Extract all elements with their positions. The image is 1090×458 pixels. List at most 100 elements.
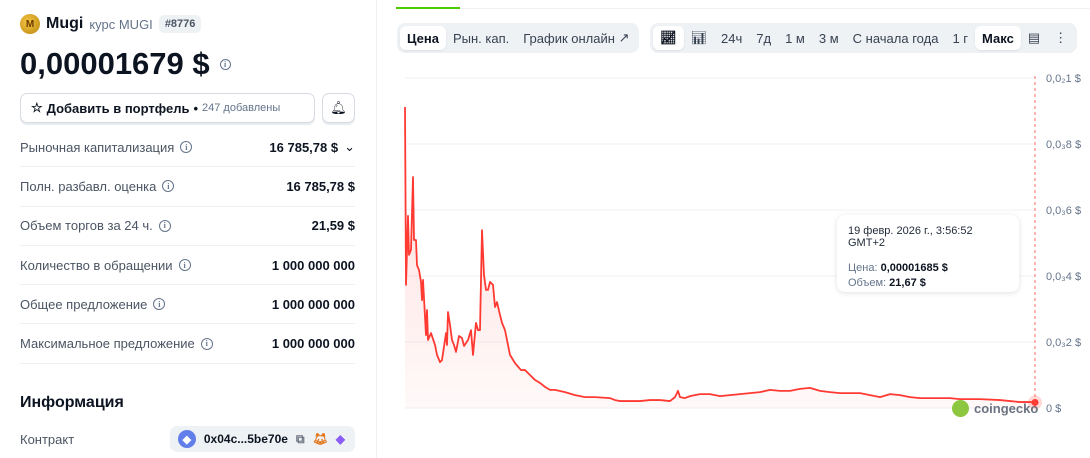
- portfolio-label: Добавить в портфель: [46, 100, 190, 116]
- bell-icon: 🔔︎: [330, 100, 347, 115]
- range-3m[interactable]: 3 м: [818, 30, 839, 46]
- range-7d[interactable]: 7д: [756, 30, 772, 46]
- metamask-icon[interactable]: 🦊︎: [312, 432, 328, 446]
- bar-chart-icon: 📊︎: [690, 30, 708, 45]
- stat-label-text: Рыночная капитализация: [20, 139, 175, 155]
- stat-value-text: 21,59 $: [311, 218, 355, 234]
- range-ytd[interactable]: С начала года: [852, 30, 939, 46]
- calendar-icon: ▤: [1027, 30, 1041, 45]
- candle-chart-button[interactable]: 📊︎: [684, 26, 715, 50]
- chevron-down-icon[interactable]: ⌄: [344, 139, 355, 155]
- chart-tooltip: 19 февр. 2026 г., 3:56:52 GMT+2 Цена: 0,…: [837, 215, 1019, 292]
- stat-label: Полн. разбавл. оценка i: [20, 178, 175, 194]
- data-type-tabs: Цена Рын. кап. График онлайн ↗: [397, 23, 640, 53]
- stat-row: Рыночная капитализация i 16 785,78 $ ⌄: [20, 128, 355, 168]
- contract-pill[interactable]: ◆ 0x04c...5be70e ⧉ 🦊︎ ◆: [169, 426, 355, 452]
- info-icon[interactable]: i: [180, 141, 193, 154]
- section-tabs-underline: [396, 7, 1090, 9]
- contract-address: 0x04c...5be70e: [203, 432, 288, 446]
- price-chart[interactable]: 0,0₂1 $ 0,0₃8 $ 0,0₃6 $ 0,0₃4 $ 0,0₃2 $ 0 $: [380, 60, 1090, 458]
- tab-market-cap[interactable]: Рын. кап.: [452, 30, 510, 46]
- tab-live-chart[interactable]: График онлайн ↗: [516, 26, 636, 50]
- stats-list: Рыночная капитализация i 16 785,78 $ ⌄ Полн.…: [20, 128, 355, 364]
- more-vertical-icon: ⋮: [1054, 30, 1068, 45]
- stat-value: 16 785,78 $ ⌄: [269, 139, 355, 155]
- coingecko-watermark: coingecko: [952, 400, 1038, 417]
- coin-title: M Mugi курс MUGI #8776: [20, 14, 202, 34]
- info-icon[interactable]: i: [219, 58, 231, 70]
- stat-row: Максимальное предложение i 1 000 000 000: [20, 324, 355, 364]
- stat-label: Количество в обращении i: [20, 258, 191, 273]
- coin-price: 0,00001679 $ i: [20, 46, 231, 82]
- stat-label: Рыночная капитализация i: [20, 139, 193, 155]
- tab-live-chart-label: График онлайн: [523, 30, 615, 46]
- copy-icon[interactable]: ⧉: [295, 431, 305, 446]
- calendar-button[interactable]: ▤: [1021, 26, 1047, 50]
- stat-label: Максимальное предложение i: [20, 336, 213, 351]
- price-alert-button[interactable]: 🔔︎: [322, 93, 355, 123]
- stat-label-text: Количество в обращении: [20, 257, 173, 273]
- stat-value: 21,59 $: [312, 218, 355, 233]
- stat-row: Полн. разбавл. оценка i 16 785,78 $: [20, 167, 355, 207]
- line-chart-button[interactable]: 📈︎: [653, 26, 684, 50]
- coin-info-panel: M Mugi курс MUGI #8776 0,00001679 $ i ☆ …: [0, 0, 377, 458]
- info-icon[interactable]: i: [200, 337, 213, 350]
- tab-price[interactable]: Цена: [400, 26, 446, 50]
- info-icon[interactable]: i: [162, 180, 175, 193]
- stat-value-text: 1 000 000 000: [271, 257, 355, 273]
- stat-value-text: 16 785,78 $: [286, 178, 355, 194]
- stat-value-text: 1 000 000 000: [271, 296, 355, 312]
- watermark-text: coingecko: [974, 401, 1039, 416]
- stat-row: Общее предложение i 1 000 000 000: [20, 285, 355, 325]
- stat-value: 16 785,78 $: [286, 179, 355, 194]
- y-tick-label: 0,0₃6 $: [1046, 205, 1081, 217]
- tooltip-date: 19 февр. 2026 г., 3:56:52 GMT+2: [848, 225, 973, 249]
- gecko-logo: [952, 400, 969, 417]
- y-tick-label: 0,0₃2 $: [1046, 337, 1081, 349]
- coin-name: Mugi: [46, 15, 84, 32]
- portfolio-count: 247 добавлены: [202, 102, 281, 114]
- range-max[interactable]: Макс: [975, 26, 1021, 50]
- range-24h[interactable]: 24ч: [721, 30, 743, 46]
- star-icon: ☆: [31, 100, 43, 115]
- hover-point: [1031, 398, 1039, 406]
- stat-value: 1 000 000 000: [272, 297, 355, 312]
- line-chart-icon: 📈︎: [660, 30, 677, 45]
- stat-value-text: 16 785,78 $: [269, 139, 339, 155]
- range-1y[interactable]: 1 г: [952, 30, 969, 46]
- active-tab-indicator: [396, 7, 460, 9]
- add-to-portfolio-button[interactable]: ☆ Добавить в портфель • 247 добавлены: [20, 93, 315, 123]
- y-tick-label: 0 $: [1046, 403, 1061, 415]
- more-options-button[interactable]: ⋮: [1047, 26, 1074, 50]
- stat-label-text: Общее предложение: [20, 296, 148, 312]
- stat-label-text: Полн. разбавл. оценка: [20, 178, 157, 194]
- wallet-icon[interactable]: ◆: [335, 432, 345, 446]
- price-area: [405, 107, 1035, 408]
- y-tick-label: 0,0₂1 $: [1046, 73, 1081, 85]
- info-heading: Информация: [20, 394, 124, 411]
- info-icon[interactable]: i: [158, 219, 171, 232]
- coin-logo: M: [20, 14, 40, 34]
- stat-value-text: 1 000 000 000: [271, 336, 355, 352]
- info-icon[interactable]: i: [178, 259, 191, 272]
- tooltip-price: 0,00001685 $: [880, 262, 948, 274]
- stat-row: Объем торгов за 24 ч. i 21,59 $: [20, 207, 355, 246]
- chart-controls: 📈︎ 📊︎ 24ч 7д 1 м 3 м С начала года 1 г М…: [650, 23, 1078, 53]
- external-link-icon: ↗: [618, 30, 630, 45]
- stat-value: 1 000 000 000: [272, 258, 355, 273]
- tooltip-volume: 21,67 $: [889, 277, 926, 289]
- ethereum-icon: ◆: [177, 430, 196, 448]
- info-icon[interactable]: i: [153, 298, 166, 311]
- stat-value: 1 000 000 000: [272, 336, 355, 351]
- contract-label: Контракт: [20, 431, 75, 447]
- stat-label-text: Объем торгов за 24 ч.: [20, 218, 153, 234]
- stat-row: Количество в обращении i 1 000 000 000: [20, 246, 355, 286]
- y-tick-label: 0,0₃4 $: [1046, 271, 1081, 283]
- price-line: [404, 107, 1036, 404]
- stat-label: Объем торгов за 24 ч. i: [20, 218, 171, 233]
- tooltip-price-label: Цена:: [848, 262, 878, 274]
- y-tick-label: 0,0₃8 $: [1046, 139, 1081, 151]
- range-1m[interactable]: 1 м: [785, 30, 805, 46]
- contract-row: Контракт ◆ 0x04c...5be70e ⧉ 🦊︎ ◆: [20, 426, 355, 452]
- stat-label: Общее предложение i: [20, 296, 166, 312]
